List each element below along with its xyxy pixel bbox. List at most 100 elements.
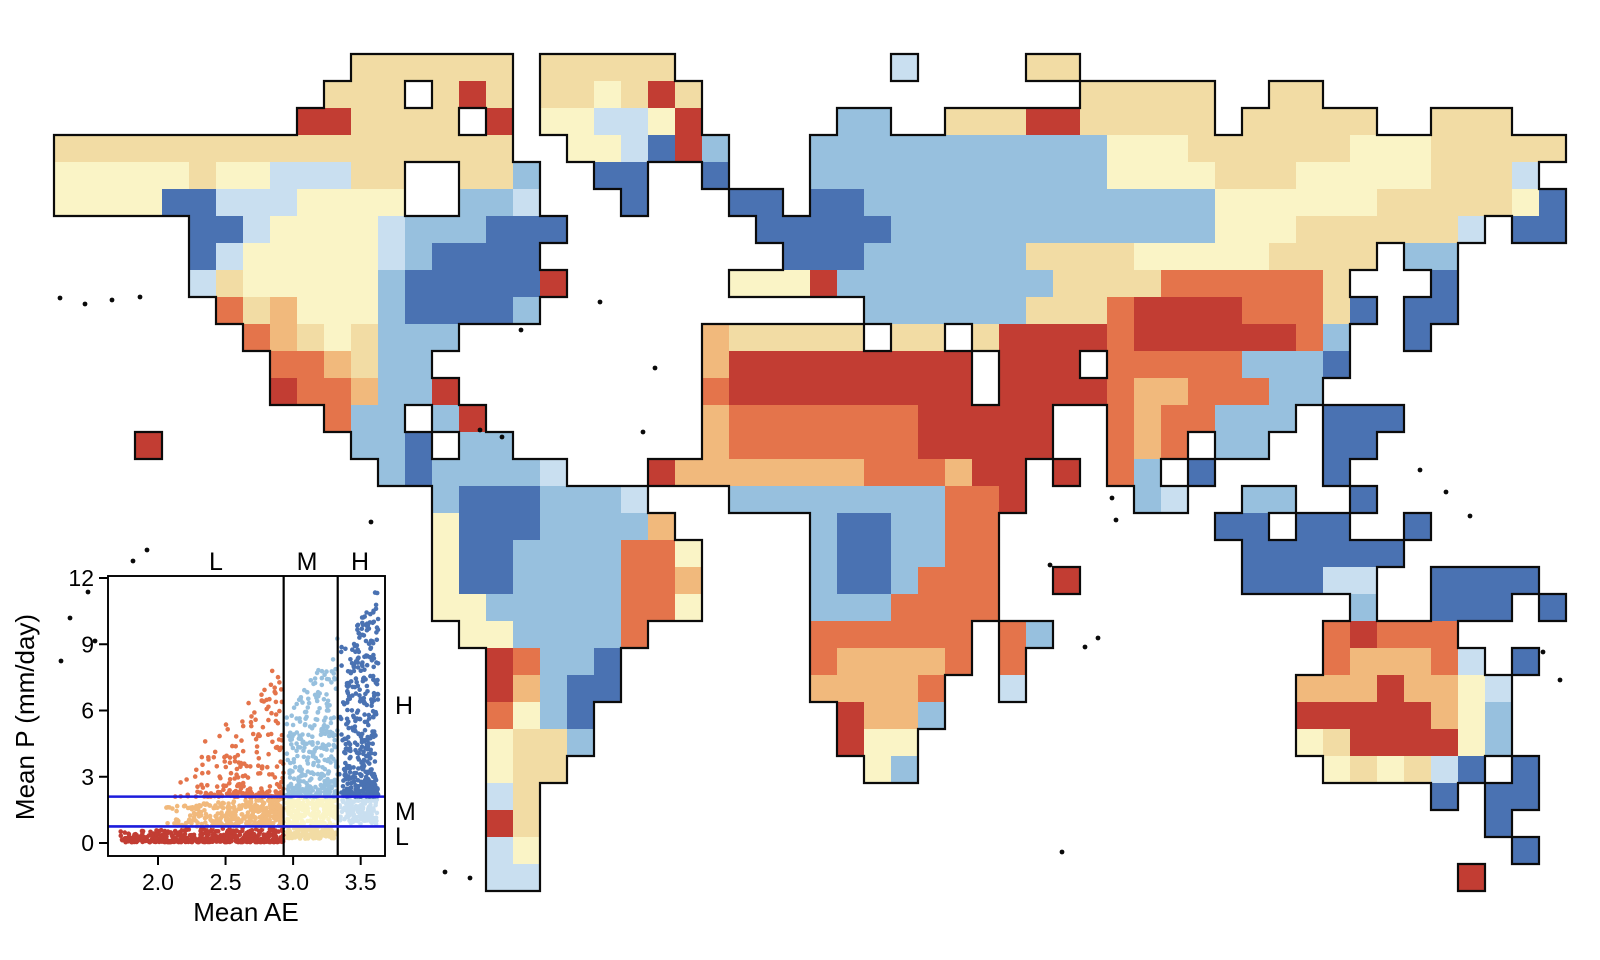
map-cell bbox=[1377, 648, 1405, 676]
scatter-point bbox=[359, 731, 365, 737]
map-cell bbox=[270, 297, 298, 325]
map-cell bbox=[783, 243, 811, 271]
scatter-point bbox=[373, 815, 379, 821]
scatter-point bbox=[362, 700, 368, 706]
scatter-point bbox=[363, 774, 369, 780]
island-dot bbox=[1109, 495, 1115, 501]
map-cell bbox=[756, 189, 784, 217]
map-cell bbox=[783, 351, 811, 379]
map-cell bbox=[1269, 297, 1297, 325]
map-cell bbox=[1539, 216, 1567, 244]
map-cell bbox=[486, 297, 514, 325]
scatter-point bbox=[206, 836, 211, 841]
map-cell bbox=[459, 513, 487, 541]
x-tick-label: 2.0 bbox=[142, 869, 174, 895]
map-cell bbox=[378, 297, 406, 325]
scatter-point bbox=[320, 742, 326, 747]
map-cell bbox=[1161, 243, 1189, 271]
map-cell bbox=[594, 162, 622, 190]
scatter-point bbox=[300, 807, 306, 813]
map-cell bbox=[729, 378, 757, 406]
map-cell bbox=[351, 216, 379, 244]
scatter-point bbox=[227, 777, 233, 782]
map-cell bbox=[1296, 81, 1324, 109]
map-cell bbox=[1269, 378, 1297, 406]
scatter-point bbox=[287, 802, 293, 807]
map-cell bbox=[864, 729, 892, 757]
map-cell bbox=[270, 270, 298, 298]
map-cell bbox=[729, 432, 757, 460]
map-cell bbox=[216, 243, 244, 271]
scatter-point bbox=[147, 839, 153, 845]
scatter-point bbox=[227, 755, 233, 760]
map-cell bbox=[405, 378, 433, 406]
scatter-point bbox=[248, 815, 254, 821]
map-cell bbox=[513, 459, 541, 487]
scatter-point bbox=[273, 828, 278, 833]
map-cell bbox=[567, 621, 595, 649]
map-cell bbox=[1080, 243, 1108, 271]
map-cell bbox=[891, 54, 919, 82]
map-cell bbox=[972, 162, 1000, 190]
map-cell bbox=[864, 270, 892, 298]
scatter-point bbox=[355, 809, 361, 815]
scatter-point bbox=[257, 790, 262, 796]
scatter-point bbox=[298, 773, 304, 779]
map-cell bbox=[810, 243, 838, 271]
scatter-point bbox=[364, 662, 370, 668]
scatter-point bbox=[294, 791, 300, 797]
scatter-point bbox=[359, 744, 365, 749]
map-cell bbox=[918, 162, 946, 190]
scatter-point bbox=[198, 832, 203, 838]
map-cell bbox=[945, 432, 973, 460]
scatter-point bbox=[261, 806, 266, 811]
map-cell bbox=[324, 378, 352, 406]
scatter-point bbox=[353, 806, 359, 811]
map-cell bbox=[837, 108, 865, 136]
inset-frame: 2.0 2.5 3.0 3.5 0 3 6 9 12 bbox=[68, 565, 386, 895]
scatter-point bbox=[364, 778, 369, 783]
map-cell bbox=[1053, 270, 1081, 298]
scatter-point bbox=[356, 649, 362, 655]
island-dot bbox=[67, 615, 73, 621]
map-cell bbox=[1323, 702, 1351, 730]
map-cell bbox=[1269, 486, 1297, 514]
scatter-point bbox=[353, 787, 358, 792]
map-cell bbox=[1134, 135, 1162, 163]
scatter-point bbox=[374, 810, 380, 816]
map-cell bbox=[270, 216, 298, 244]
scatter-point bbox=[346, 776, 352, 782]
map-cell bbox=[405, 216, 433, 244]
map-cell bbox=[378, 189, 406, 217]
map-cell bbox=[54, 162, 82, 190]
map-cell bbox=[1134, 405, 1162, 433]
island-dot bbox=[1059, 849, 1065, 855]
scatter-point bbox=[373, 777, 379, 783]
map-cell bbox=[918, 324, 946, 352]
map-cell bbox=[1161, 324, 1189, 352]
scatter-point bbox=[373, 680, 379, 686]
map-cell bbox=[1215, 216, 1243, 244]
map-cell bbox=[594, 567, 622, 595]
scatter-point bbox=[220, 837, 225, 843]
map-cell bbox=[864, 162, 892, 190]
map-cell bbox=[513, 864, 541, 892]
map-cell bbox=[972, 405, 1000, 433]
map-cell bbox=[378, 405, 406, 433]
map-cell bbox=[1107, 243, 1135, 271]
scatter-point bbox=[217, 790, 223, 795]
map-cell bbox=[108, 135, 136, 163]
map-cell bbox=[1323, 297, 1351, 325]
inset-top-label-M: M bbox=[297, 548, 318, 576]
scatter-point bbox=[284, 715, 290, 720]
scatter-point bbox=[248, 719, 254, 725]
map-cell bbox=[486, 162, 514, 190]
scatter-point bbox=[185, 819, 191, 825]
map-cell bbox=[1269, 540, 1297, 568]
map-cell bbox=[1296, 189, 1324, 217]
map-cell bbox=[1053, 324, 1081, 352]
map-cell bbox=[1242, 216, 1270, 244]
map-cell bbox=[621, 567, 649, 595]
scatter-point bbox=[205, 783, 210, 788]
map-cell bbox=[702, 351, 730, 379]
